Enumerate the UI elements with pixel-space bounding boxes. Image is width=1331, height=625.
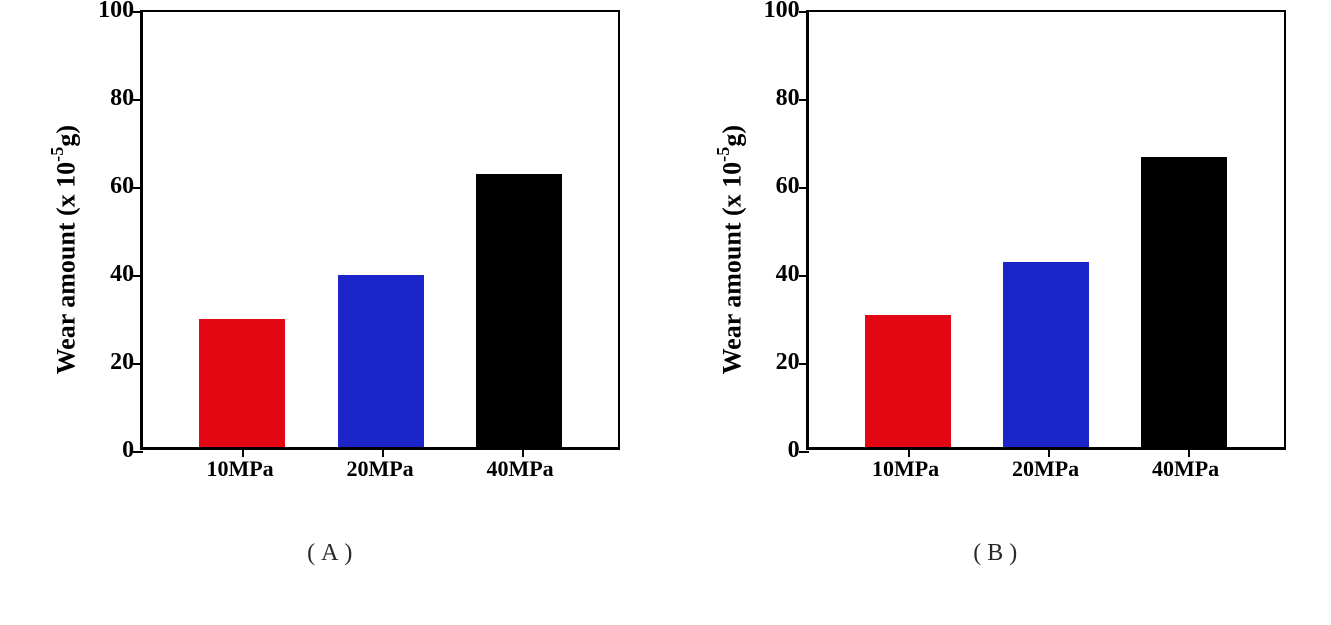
subplot-label: (A): [307, 540, 358, 567]
y-tick-mark: [799, 363, 809, 365]
y-axis-label-prefix: Wear amount (x 10: [52, 162, 81, 375]
y-tick-label: 40: [776, 262, 800, 286]
y-tick-label: 60: [110, 174, 134, 198]
x-tick-labels: 10MPa 20MPa 40MPa: [140, 450, 620, 482]
y-tick-mark: [133, 275, 143, 277]
y-tick-mark: [133, 11, 143, 13]
subplot-label: (B): [973, 540, 1023, 567]
x-tick-label: 10MPa: [197, 456, 283, 482]
figure-container: Wear amount (x 10-5g)02040608010010MPa20…: [0, 0, 1331, 625]
y-tick-mark: [133, 99, 143, 101]
y-tick-label: 0: [788, 438, 800, 462]
y-axis-label-prefix: Wear amount (x 10: [718, 162, 747, 375]
y-axis-label: Wear amount (x 10-5g): [711, 121, 750, 378]
y-tick-labels: 020406080100: [84, 10, 140, 450]
x-tick-label: 40MPa: [477, 456, 563, 482]
plot-wrap: 10MPa 20MPa 40MPa: [140, 10, 620, 490]
chart-row: Wear amount (x 10-5g)02040608010010MPa20…: [45, 10, 620, 490]
y-tick-mark: [799, 275, 809, 277]
bar: [865, 315, 951, 447]
y-tick-label: 80: [110, 86, 134, 110]
y-tick-mark: [799, 187, 809, 189]
x-tick-mark: [522, 447, 524, 457]
bar: [1141, 157, 1227, 447]
x-tick-mark: [1188, 447, 1190, 457]
y-tick-label: 0: [122, 438, 134, 462]
bar: [199, 319, 285, 447]
bar: [476, 174, 562, 447]
y-tick-label: 20: [776, 350, 800, 374]
y-tick-label: 100: [764, 0, 800, 22]
x-tick-label: 20MPa: [1003, 456, 1089, 482]
x-tick-label: 20MPa: [337, 456, 423, 482]
bar: [338, 275, 424, 447]
y-axis-label-suffix: g): [718, 125, 747, 147]
x-tick-label: 10MPa: [863, 456, 949, 482]
y-axis-label-exponent: -5: [47, 147, 67, 162]
x-tick-label: 40MPa: [1143, 456, 1229, 482]
y-tick-label: 100: [98, 0, 134, 22]
y-axis-label: Wear amount (x 10-5g): [45, 121, 84, 378]
y-tick-mark: [133, 187, 143, 189]
plot-area: [806, 10, 1286, 450]
y-tick-mark: [799, 11, 809, 13]
x-tick-mark: [1048, 447, 1050, 457]
y-tick-mark: [133, 451, 143, 453]
x-tick-mark: [382, 447, 384, 457]
y-axis-label-suffix: g): [52, 125, 81, 147]
y-axis-label-exponent: -5: [713, 147, 733, 162]
y-tick-label: 60: [776, 174, 800, 198]
y-tick-label: 40: [110, 262, 134, 286]
x-tick-mark: [242, 447, 244, 457]
y-tick-mark: [799, 99, 809, 101]
y-tick-label: 20: [110, 350, 134, 374]
plot-wrap: 10MPa 20MPa 40MPa: [806, 10, 1286, 490]
x-tick-mark: [908, 447, 910, 457]
bar: [1003, 262, 1089, 447]
x-tick-labels: 10MPa 20MPa 40MPa: [806, 450, 1286, 482]
chart-panel-b: Wear amount (x 10-5g)02040608010010MPa20…: [686, 10, 1311, 567]
plot-area: [140, 10, 620, 450]
chart-panel-a: Wear amount (x 10-5g)02040608010010MPa20…: [20, 10, 645, 567]
y-tick-mark: [799, 451, 809, 453]
y-tick-label: 80: [776, 86, 800, 110]
chart-row: Wear amount (x 10-5g)02040608010010MPa20…: [711, 10, 1286, 490]
y-tick-mark: [133, 363, 143, 365]
y-tick-labels: 020406080100: [750, 10, 806, 450]
